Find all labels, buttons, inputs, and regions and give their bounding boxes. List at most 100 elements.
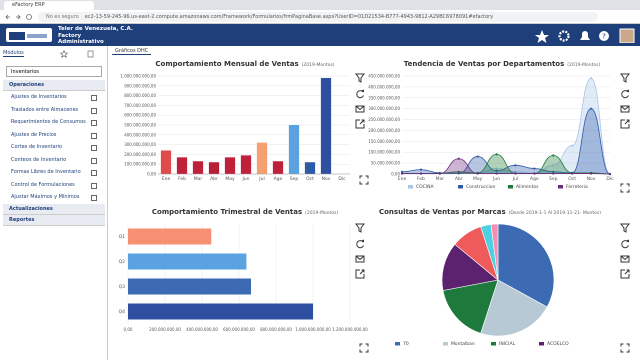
x-tick-label: Abr [210,176,218,182]
menu-item[interactable]: Control de Formulaciones [3,179,105,192]
email-button[interactable] [355,255,365,263]
bar [128,228,212,245]
chart-title: Tendencia de Ventas por Departamentos (20… [404,60,601,68]
refresh-button[interactable] [356,239,365,249]
series-point [514,172,517,175]
bar [160,150,172,174]
legend-swatch [539,342,544,346]
x-tick-label: Abr [455,176,463,182]
legend-label: Montalban [451,341,475,347]
menu-item[interactable]: Conteos de Inventario [3,154,105,167]
subtitle-text: (Desde 2019-1-1 Al 2019-11-21- Montos) [509,210,602,216]
y-tick-label: Q3 [119,284,126,290]
security-label: No es seguro [46,14,79,20]
app-header: Teler de Venezuela, C.A. Factory Adminis… [0,24,640,46]
expand-button[interactable] [359,343,369,353]
export-button[interactable] [355,269,365,279]
series-area [402,78,610,174]
series-point [495,172,498,175]
legend-label: 70 [403,341,409,347]
x-tick-label: Feb [178,176,186,182]
series-line [401,158,611,175]
refresh-button[interactable] [356,89,365,99]
y-tick-label: 0,00 [391,172,400,177]
title-text: Comportamiento Mensual de Ventas [155,60,298,68]
email-button[interactable] [620,255,630,263]
browser-tab[interactable]: eFactory ERP [4,1,94,10]
y-tick-label: 700.000.000,00 [124,103,156,108]
series-area [402,108,610,174]
series-point [533,167,536,170]
bar [320,77,332,174]
expand-button[interactable] [620,343,630,353]
menu-item[interactable]: Ajustar Máximos y Mínimos [3,191,105,204]
pie-slice [497,223,555,308]
section-header[interactable]: Reportes [3,214,105,226]
chart-title: Comportamiento Mensual de Ventas (2019-Mo… [155,60,334,68]
bar [128,278,252,295]
main-tab[interactable]: Gráficos DHC [112,48,152,55]
svg-text:?: ? [602,33,606,41]
menu-item[interactable]: Ajustes de Inventarios [3,91,105,104]
series-point [514,164,517,167]
y-tick-label: 800.000.000,00 [124,93,156,98]
title-text: Consultas de Ventas por Marcas [379,208,506,216]
y-tick-label: Q1 [119,234,126,240]
legend-swatch [458,185,463,189]
section-header[interactable]: Actualizaciones [3,203,105,215]
bar [288,125,300,174]
bar [240,155,252,174]
menu-item[interactable]: Cortes de Inventario [3,141,105,154]
sidebar-tab[interactable]: Módulos [3,50,24,57]
series-point [419,172,423,175]
legend-label: Ferreteria [566,184,588,190]
logo[interactable] [6,28,52,42]
y-tick-label: 400.000.000,00 [368,84,400,89]
y-tick-label: 200.000.000,00 [124,152,156,157]
product: Factory [58,32,82,39]
section-header[interactable]: Operaciones [3,80,105,91]
series-point [552,170,555,173]
series-point [552,164,555,167]
filter-button[interactable] [355,223,365,233]
menu-item[interactable]: Traslados entre Almacenes [3,104,105,117]
y-tick-label: 900.000.000,00 [124,83,156,88]
x-tick-label: Dic [606,176,614,182]
legend-label: INICIAL [499,341,516,347]
expand-button[interactable] [620,183,630,193]
menu-item[interactable]: Ajustes de Precios [3,129,105,142]
legend-label: ACOELCO [547,341,569,347]
sidebar-tab-icons[interactable] [60,50,100,58]
filter-button[interactable] [620,73,630,83]
export-button[interactable] [355,119,365,129]
subtitle-text: (2019-Montos) [302,62,335,68]
menu-item[interactable]: Requerimientos de Consumos [3,116,105,129]
module-select[interactable]: Inventarios [6,66,102,77]
header-tools[interactable]: ? [532,28,638,43]
export-button[interactable] [620,269,630,279]
chart-title: Consultas de Ventas por Marcas (Desde 201… [379,208,601,216]
export-button[interactable] [620,119,630,129]
x-tick-label: Nov [587,176,596,182]
url-field[interactable]: No es seguro ec2-13-59-245-96.us-east-2.c… [38,12,598,22]
expand-button[interactable] [359,175,369,185]
nav-buttons[interactable] [4,13,34,21]
refresh-button[interactable] [621,239,630,249]
filter-button[interactable] [355,73,365,83]
menu-item[interactable]: Formas Libres de Inventario [3,166,105,179]
email-button[interactable] [355,105,365,113]
x-tick-label: Feb [417,176,425,182]
series-point [589,107,593,110]
x-tick-label: Mar [194,176,203,182]
title-text: Tendencia de Ventas por Departamentos [404,60,565,68]
filter-button[interactable] [620,223,630,233]
y-tick-label: 300.000.000,00 [124,142,156,147]
x-tick-label: Oct [306,176,314,182]
series-point [589,77,593,80]
refresh-button[interactable] [621,89,630,99]
email-button[interactable] [620,105,630,113]
legend-swatch [443,342,448,346]
bar [224,157,236,174]
series-point [476,172,479,175]
